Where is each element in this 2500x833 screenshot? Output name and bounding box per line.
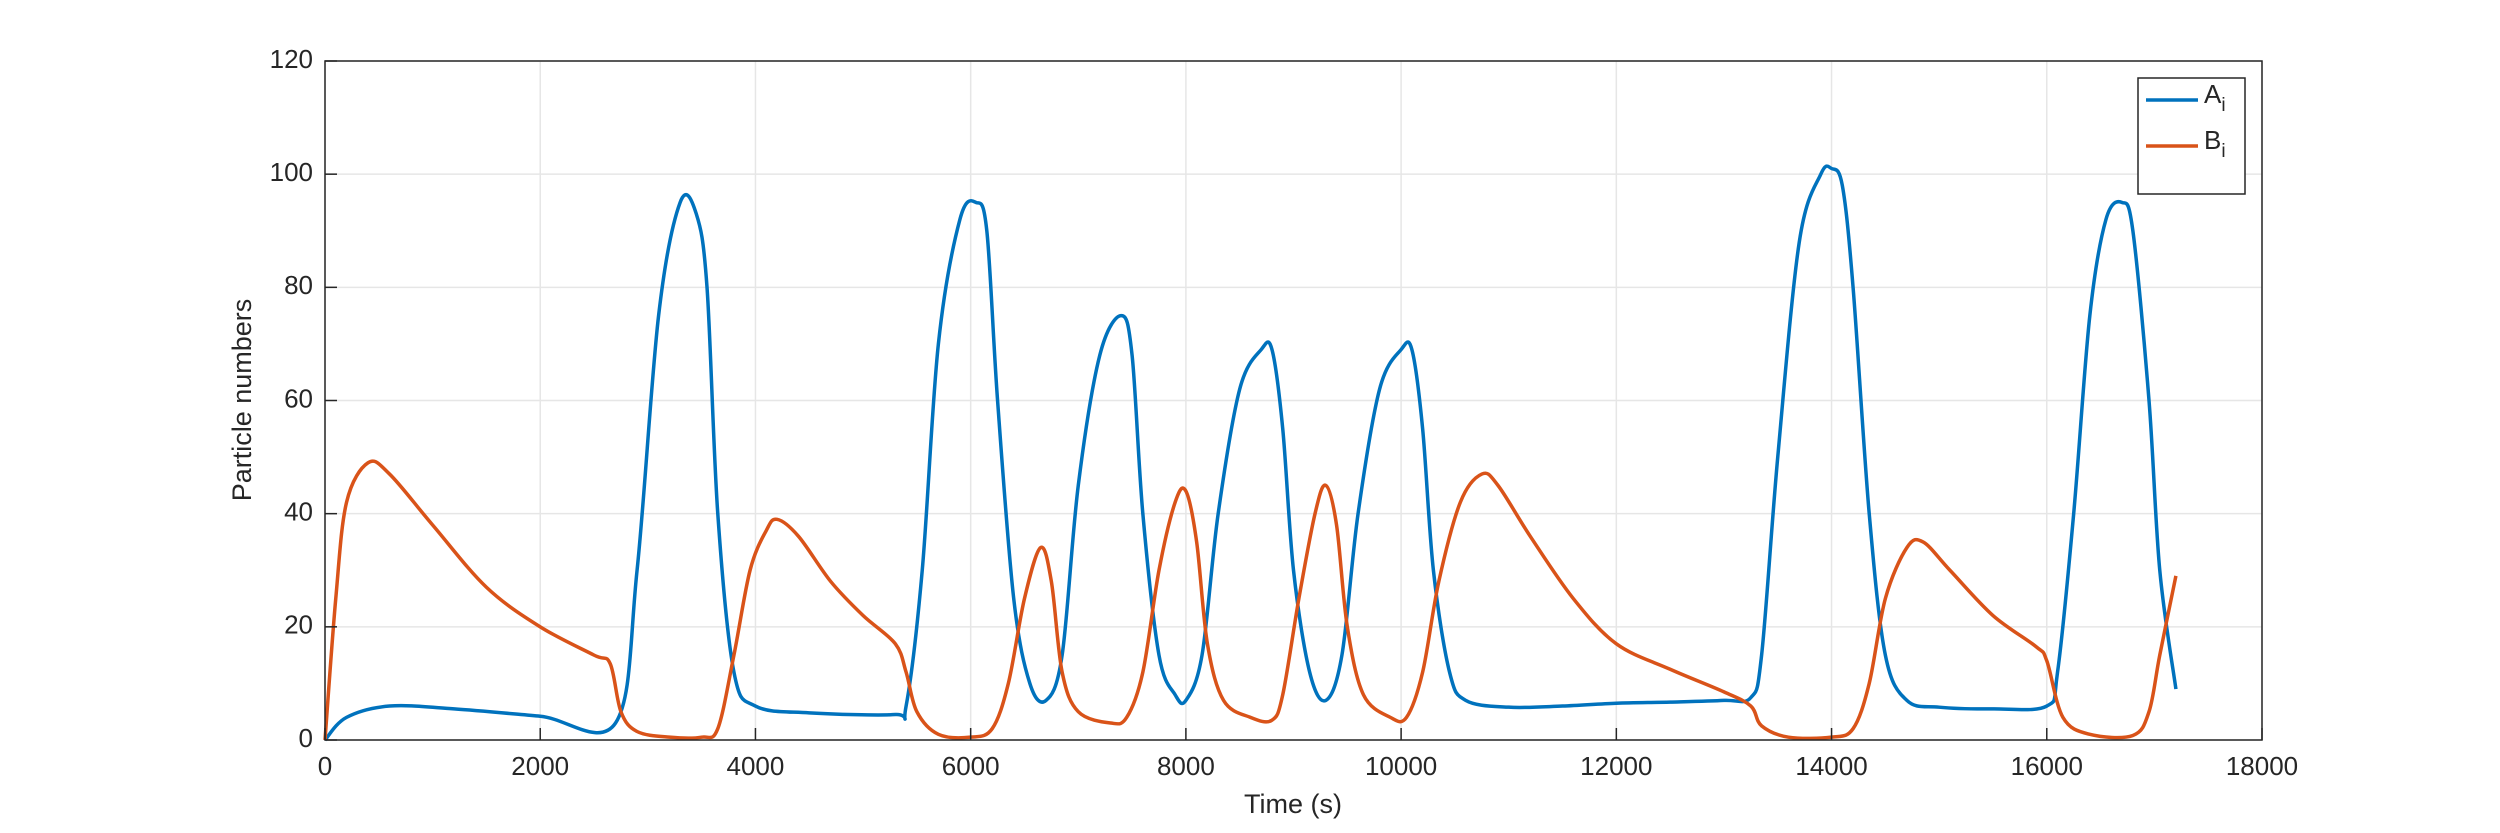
y-tick-label: 20 (284, 610, 313, 640)
legend-subscript: i (2221, 95, 2225, 116)
y-axis-label: Particle numbers (227, 299, 257, 502)
y-tick-label: 60 (284, 383, 313, 413)
data-line (323, 459, 2178, 741)
y-tick-label: 100 (270, 157, 313, 187)
x-tick-label: 2000 (511, 751, 569, 781)
data-line (323, 164, 2178, 742)
legend-subscript: i (2221, 141, 2225, 162)
x-tick-label: 10000 (1365, 751, 1437, 781)
x-tick-label: 6000 (942, 751, 1000, 781)
x-tick-label: 12000 (1580, 751, 1652, 781)
y-tick-label: 80 (284, 270, 313, 300)
x-axis-label: Time (s) (1244, 789, 1342, 819)
legend-label: Ai (2204, 79, 2226, 116)
x-tick-label: 4000 (727, 751, 785, 781)
x-tick-label: 16000 (2011, 751, 2083, 781)
legend-name: A (2204, 79, 2222, 109)
y-tick-label: 40 (284, 497, 313, 527)
x-tick-label: 14000 (1795, 751, 1867, 781)
legend-label: Bi (2204, 125, 2226, 162)
legend-box (2137, 77, 2246, 195)
x-tick-label: 18000 (2226, 751, 2298, 781)
y-tick-label: 0 (299, 723, 313, 753)
y-tick-label: 120 (270, 44, 313, 74)
legend-name: B (2204, 125, 2221, 155)
x-tick-label: 0 (318, 751, 332, 781)
x-tick-label: 8000 (1157, 751, 1215, 781)
